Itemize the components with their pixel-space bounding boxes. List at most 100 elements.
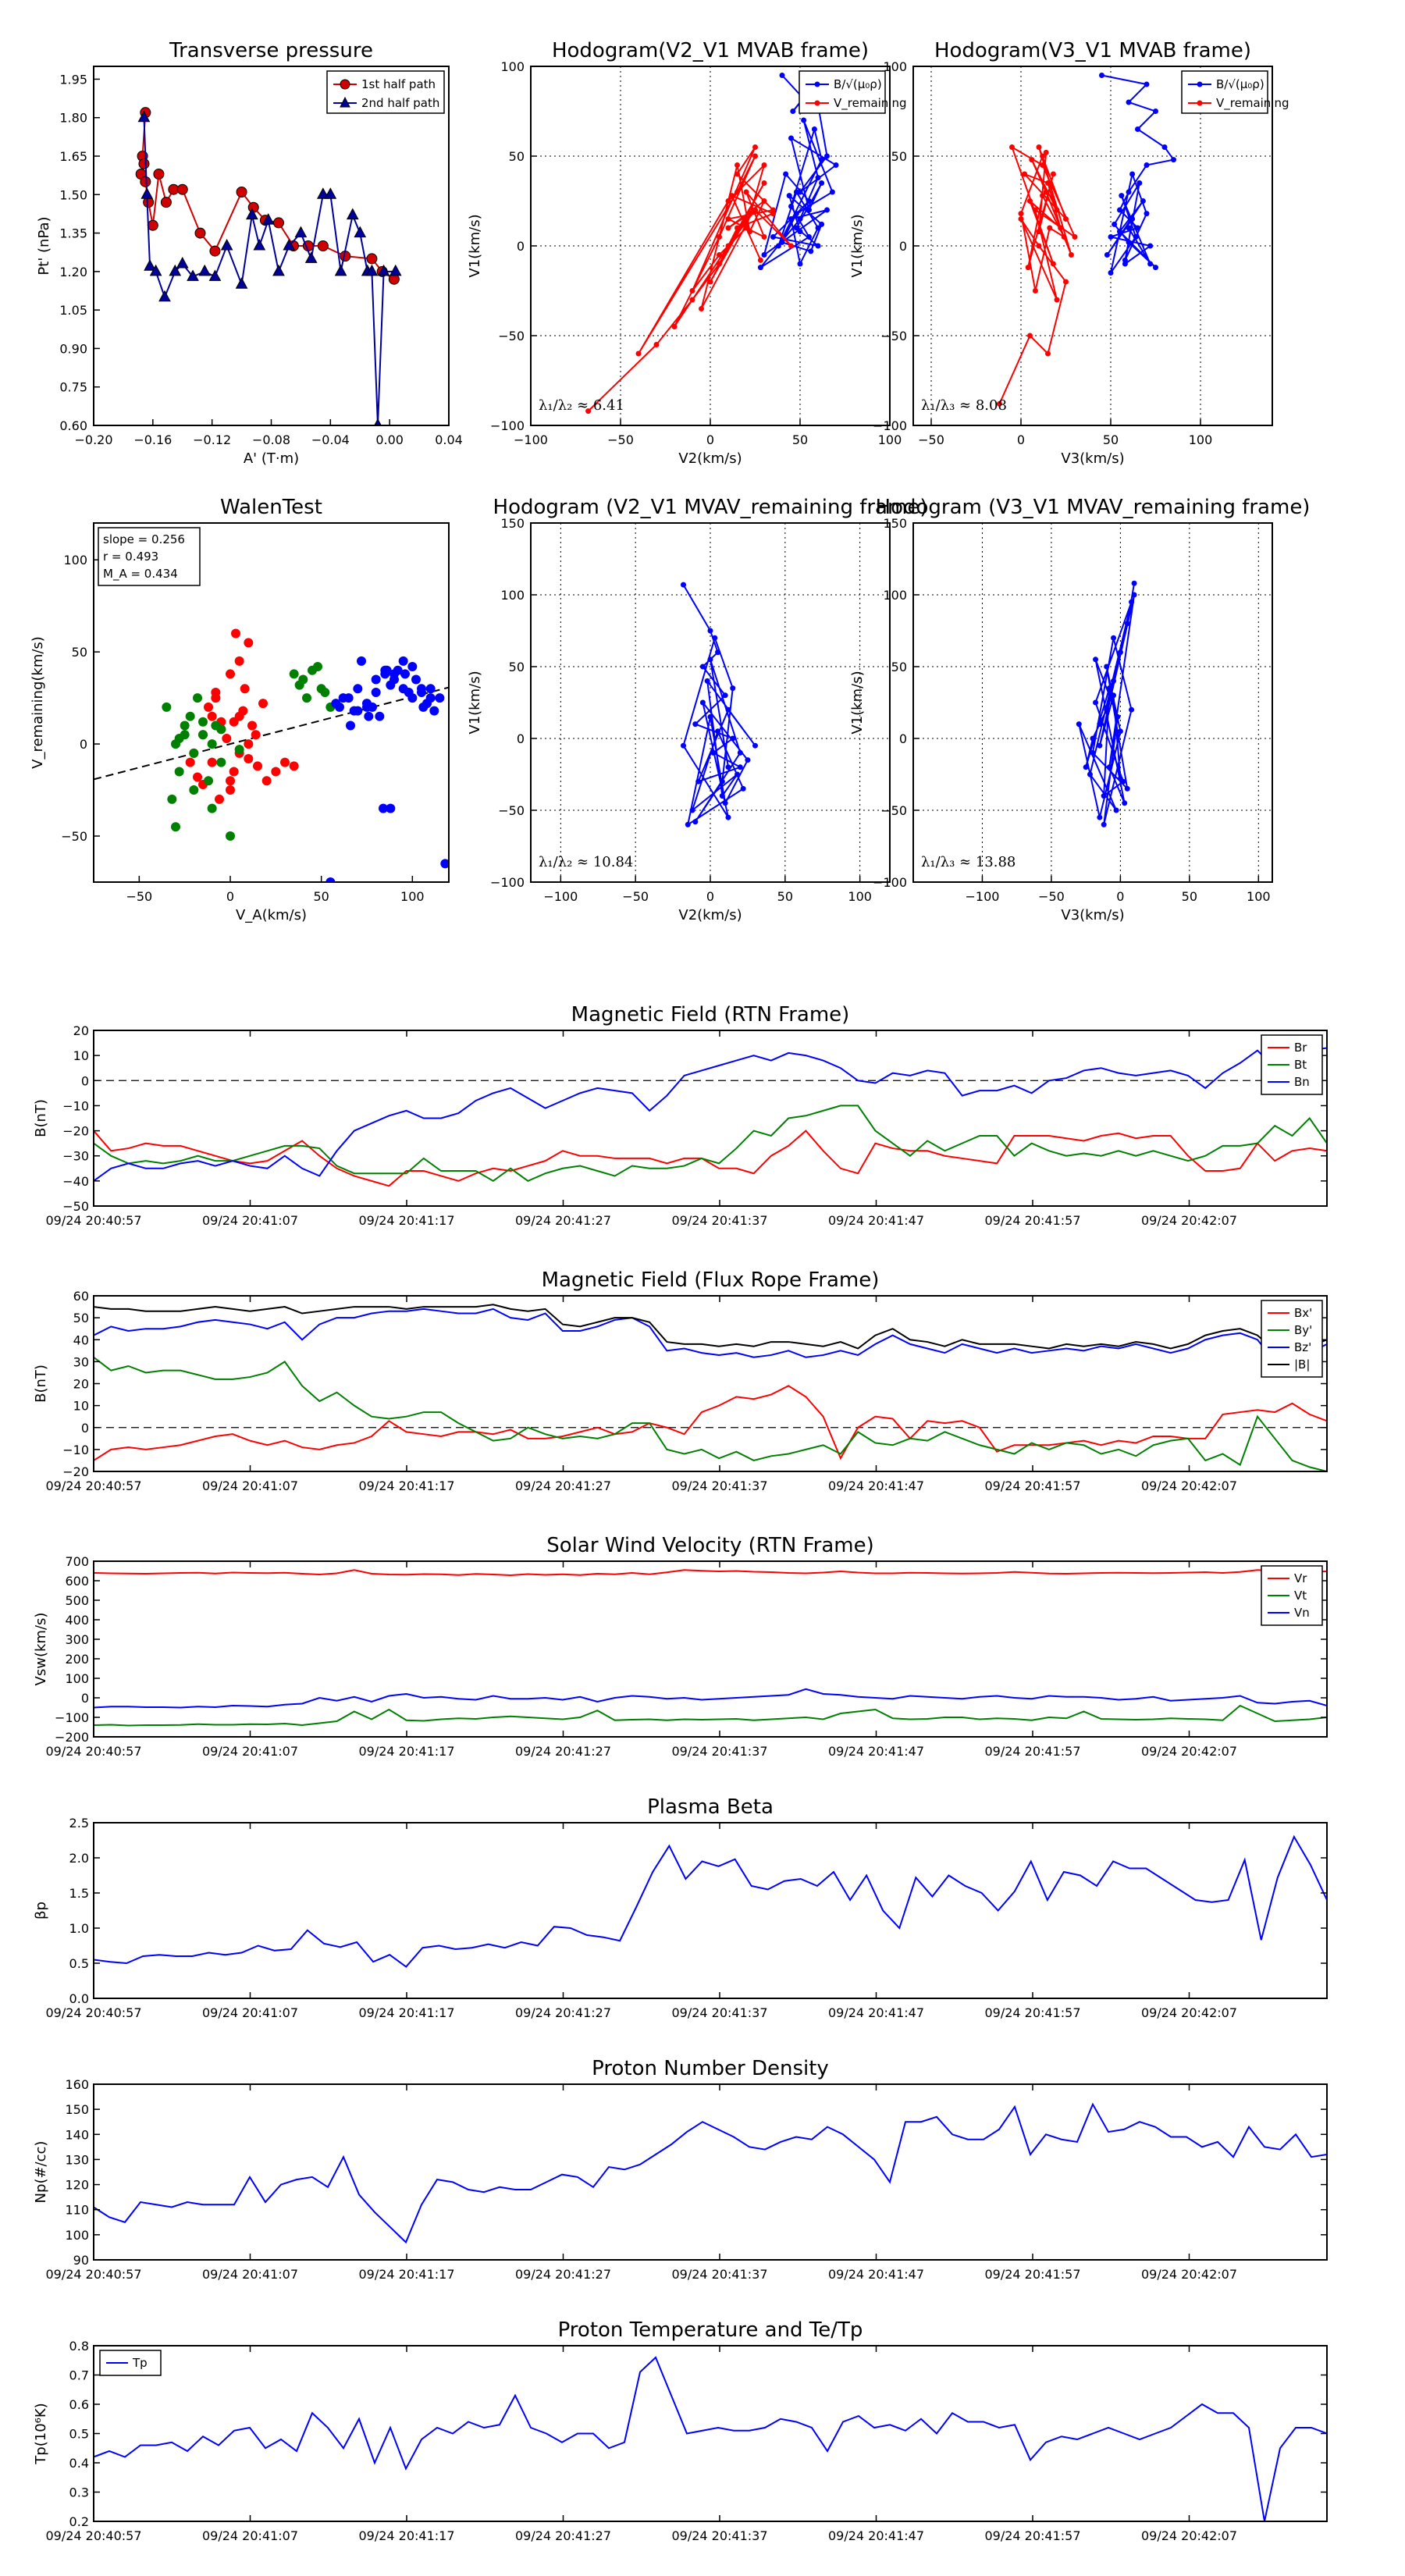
hodogram_v2_mvav-point <box>715 728 721 735</box>
solar_wind_rtn-xtick-label: 09/24 20:41:37 <box>671 1744 767 1759</box>
hodogram_v2-xtick-label: 50 <box>792 432 808 447</box>
hodogram_v3-point <box>1126 239 1132 245</box>
transverse_pressure-ytick-label: 1.35 <box>59 226 87 241</box>
proton_temperature-ytick-label: 0.3 <box>69 2485 89 2500</box>
solar_wind_rtn-ytick-label: 100 <box>65 1671 89 1686</box>
hodogram_v2-point <box>752 153 758 159</box>
walen_test-point <box>238 706 248 716</box>
hodogram_v3_mvav-point <box>1115 713 1121 720</box>
hodogram_v3_mvav-point <box>1097 742 1103 749</box>
mag_fluxrope-legend-label: Bz' <box>1294 1340 1311 1354</box>
transverse_pressure-frame <box>93 66 450 426</box>
hodogram_v2_mvav-point <box>681 582 686 588</box>
hodogram_v3-ylabel: V1(km/s) <box>849 214 866 277</box>
mag_rtn-ytick-label: 0 <box>81 1073 89 1088</box>
solar_wind_rtn-title: Solar Wind Velocity (RTN Frame) <box>546 1534 873 1557</box>
mag_fluxrope-ytick-label: 10 <box>73 1399 89 1414</box>
mag_fluxrope-frame <box>93 1295 1328 1472</box>
hodogram_v2-point <box>725 225 731 231</box>
hodogram_v2-point <box>757 265 763 271</box>
proton_temperature-chart: 0.2 0.3 0.4 0.5 0.6 0.7 0.8 09/24 20:40:57 09/24… <box>33 2318 1328 2543</box>
hodogram_v3-point <box>1104 252 1110 258</box>
transverse_pressure-point <box>283 238 296 251</box>
transverse_pressure-point <box>208 269 222 281</box>
hodogram_v2-point <box>752 207 758 213</box>
solar_wind_rtn-xtick-label: 09/24 20:42:07 <box>1141 1744 1237 1759</box>
plasma_beta-xtick-label: 09/24 20:42:07 <box>1141 2005 1237 2020</box>
hodogram_v3-xlabel: V3(km/s) <box>1061 450 1124 467</box>
hodogram_v3_mvav-xtick-label: 50 <box>1182 889 1197 904</box>
solar_wind_rtn-ytick-label: 300 <box>65 1632 89 1647</box>
hodogram_v2_mvav-point <box>730 685 736 692</box>
hodogram_v3_mvav-point <box>1113 807 1119 813</box>
walen_test-point <box>226 785 235 795</box>
hodogram_v3-point <box>1129 171 1136 177</box>
transverse_pressure-xtick-label: −0.16 <box>133 432 172 447</box>
hodogram_v2_mvav-point <box>695 778 702 785</box>
transverse_pressure-ytick-label: 1.95 <box>59 72 87 87</box>
hodogram_v3-point <box>1018 211 1024 217</box>
hodogram_v2-frame <box>530 66 891 426</box>
proton_temperature-xtick-label: 09/24 20:41:47 <box>828 2528 924 2543</box>
hodogram_v3-series-line <box>998 145 1077 404</box>
hodogram_v2_mvav-point <box>752 742 758 749</box>
hodogram_v3-point <box>1126 99 1132 105</box>
hodogram_v3_mvav-point <box>1111 692 1117 699</box>
hodogram_v2_mvav-frame <box>530 522 891 883</box>
hodogram_v2-point <box>819 157 825 163</box>
mag_rtn-frame <box>93 1030 1328 1207</box>
hodogram_v3-point <box>1043 149 1049 155</box>
hodogram_v3_mvav-point <box>1076 721 1082 728</box>
hodogram_v2-xtick-label: 0 <box>706 432 714 447</box>
proton_temperature-ytick-label: 0.4 <box>69 2456 89 2471</box>
transverse_pressure-title: Transverse pressure <box>169 39 373 62</box>
hodogram_v3-ytick-label: 50 <box>891 149 907 164</box>
hodogram_v2_mvav-point <box>707 656 713 663</box>
hodogram_v2_mvav-ytick-label: 0 <box>517 731 525 746</box>
hodogram_v3-point <box>1108 234 1114 240</box>
hodogram_v2-point <box>689 297 695 303</box>
proton_temperature-xtick-label: 09/24 20:41:17 <box>358 2528 454 2543</box>
walen_test-xtick-label: 100 <box>400 889 425 904</box>
plasma_beta-xtick-label: 09/24 20:41:27 <box>515 2005 611 2020</box>
solar_wind_rtn-xtick-label: 09/24 20:41:47 <box>828 1744 924 1759</box>
transverse_pressure-point <box>324 187 337 199</box>
proton_temperature-ytick-label: 0.8 <box>69 2339 89 2354</box>
walen_test-xlabel: V_A(km/s) <box>236 907 307 923</box>
solar_wind_rtn-legend-label: Vn <box>1294 1606 1310 1620</box>
hodogram_v2_mvav-ytick-label: 50 <box>509 660 525 674</box>
mag_rtn-title: Magnetic Field (RTN Frame) <box>571 1003 850 1026</box>
walen_test-frame <box>93 522 450 883</box>
walen_test-point <box>375 711 385 721</box>
mag_rtn-legend-label: Bn <box>1294 1075 1310 1089</box>
plasma_beta-xtick-label: 09/24 20:41:57 <box>984 2005 1080 2020</box>
hodogram_v3-point <box>1108 270 1114 276</box>
mag_fluxrope-xtick-label: 09/24 20:41:47 <box>828 1478 924 1493</box>
hodogram_v3-point <box>1161 144 1168 150</box>
hodogram_v3-point <box>1029 157 1035 163</box>
transverse_pressure-xtick-label: −0.04 <box>311 432 350 447</box>
plasma_beta-ytick-label: 1.5 <box>69 1886 89 1901</box>
hodogram_v2_mvav-point <box>725 764 731 770</box>
plasma_beta-xtick-label: 09/24 20:41:47 <box>828 2005 924 2020</box>
proton_density-ytick-label: 130 <box>65 2152 89 2167</box>
hodogram_v2_mvav-point <box>685 821 691 827</box>
hodogram_v3_mvav-xtick-label: −100 <box>965 889 999 904</box>
hodogram_v2-point <box>757 257 763 263</box>
walen_test-point <box>353 706 363 716</box>
walen_test-point <box>382 665 392 675</box>
hodogram_v3_mvav-point <box>1101 821 1107 827</box>
walen_test-point <box>222 734 232 743</box>
hodogram_v3-point <box>1045 350 1051 357</box>
hodogram_v2-point <box>811 126 817 132</box>
transverse_pressure-point <box>261 213 275 225</box>
hodogram_v2_mvav-xtick-label: −100 <box>543 889 578 904</box>
transverse_pressure-chart: −0.20 −0.16 −0.12 −0.08 −0.04 0.00 0.04 0.60 0.7… <box>36 39 463 467</box>
mag_fluxrope-plot-area <box>94 1304 1327 1471</box>
mag_fluxrope-xtick-label: 09/24 20:41:17 <box>358 1478 454 1493</box>
hodogram_v3-point <box>1099 73 1104 78</box>
hodogram_v3_mvav-ytick-label: 0 <box>899 731 907 746</box>
proton_density-title: Proton Number Density <box>592 2057 829 2080</box>
hodogram_v3-point <box>1050 261 1056 267</box>
hodogram_v3-point <box>1047 225 1053 231</box>
